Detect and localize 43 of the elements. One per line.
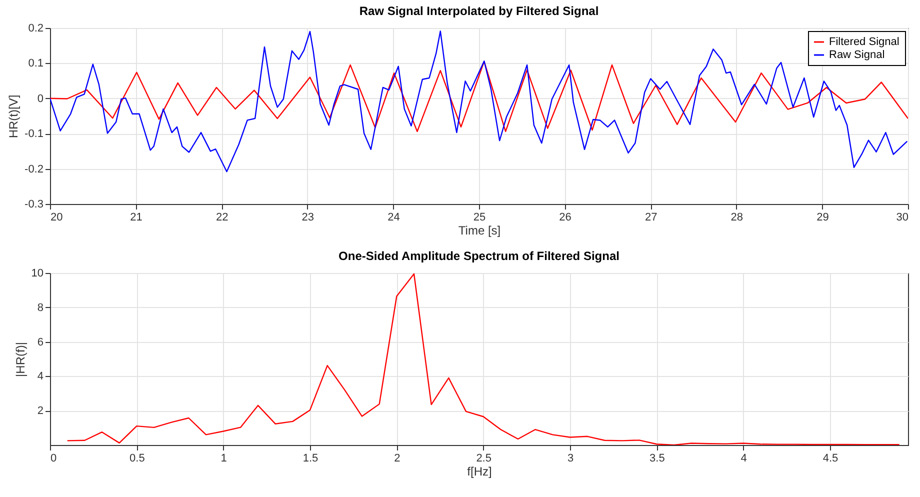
line-series bbox=[66, 273, 900, 445]
x-tick-label: 4.5 bbox=[822, 452, 838, 464]
y-tick-label: 8 bbox=[37, 302, 44, 314]
x-tick-label: 1 bbox=[220, 452, 227, 464]
x-tick-label: 28 bbox=[730, 212, 744, 224]
y-tick-label: 10 bbox=[31, 268, 44, 280]
x-axis-title: Time [s] bbox=[458, 224, 501, 238]
x-axis-title: f[Hz] bbox=[467, 464, 492, 478]
x-tick-label: 25 bbox=[473, 212, 486, 224]
x-tick-label: 2 bbox=[394, 452, 400, 464]
x-tick-label: 3.5 bbox=[650, 452, 665, 464]
y-tick-label: 0 bbox=[37, 92, 44, 105]
line-series bbox=[50, 30, 908, 172]
x-tick-label: 23 bbox=[302, 212, 314, 224]
x-tick-label: 21 bbox=[130, 212, 142, 224]
x-tick-label: 22 bbox=[216, 212, 228, 224]
legend-label: Raw Signal bbox=[829, 49, 885, 61]
y-tick-label: -0.2 bbox=[24, 163, 44, 176]
x-tick-label: 20 bbox=[50, 212, 63, 224]
x-tick-label: 27 bbox=[644, 212, 658, 224]
chart-title: One-Sided Amplitude Spectrum of Filtered Signal bbox=[338, 249, 620, 263]
y-tick-label: 0.2 bbox=[28, 22, 44, 34]
x-tick-label: 24 bbox=[388, 212, 400, 224]
y-tick-label: 2 bbox=[37, 405, 44, 418]
x-tick-label: 1.5 bbox=[302, 452, 318, 464]
x-tick-label: 26 bbox=[559, 212, 572, 224]
x-tick-label: 3 bbox=[567, 452, 574, 464]
y-tick-label: 0.1 bbox=[28, 58, 44, 70]
chart-title: Raw Signal Interpolated by Filtered Signal bbox=[359, 4, 599, 18]
y-tick-label: -0.1 bbox=[24, 128, 44, 140]
x-tick-label: 30 bbox=[896, 212, 908, 224]
line-series bbox=[50, 60, 908, 132]
legend-label: Filtered Signal bbox=[829, 36, 900, 48]
x-tick-label: 4 bbox=[740, 452, 747, 464]
x-tick-label: 2.5 bbox=[476, 452, 492, 464]
y-axis-title: HR(t)[V] bbox=[6, 94, 21, 138]
x-tick-label: 0.5 bbox=[130, 452, 145, 464]
y-axis-title: |HR(f)| bbox=[13, 342, 28, 377]
y-tick-label: 6 bbox=[37, 336, 44, 348]
y-tick-label: -0.3 bbox=[24, 198, 44, 210]
y-tick-label: 4 bbox=[37, 370, 44, 383]
x-tick-label: 0 bbox=[50, 452, 57, 464]
x-tick-label: 29 bbox=[816, 212, 829, 224]
